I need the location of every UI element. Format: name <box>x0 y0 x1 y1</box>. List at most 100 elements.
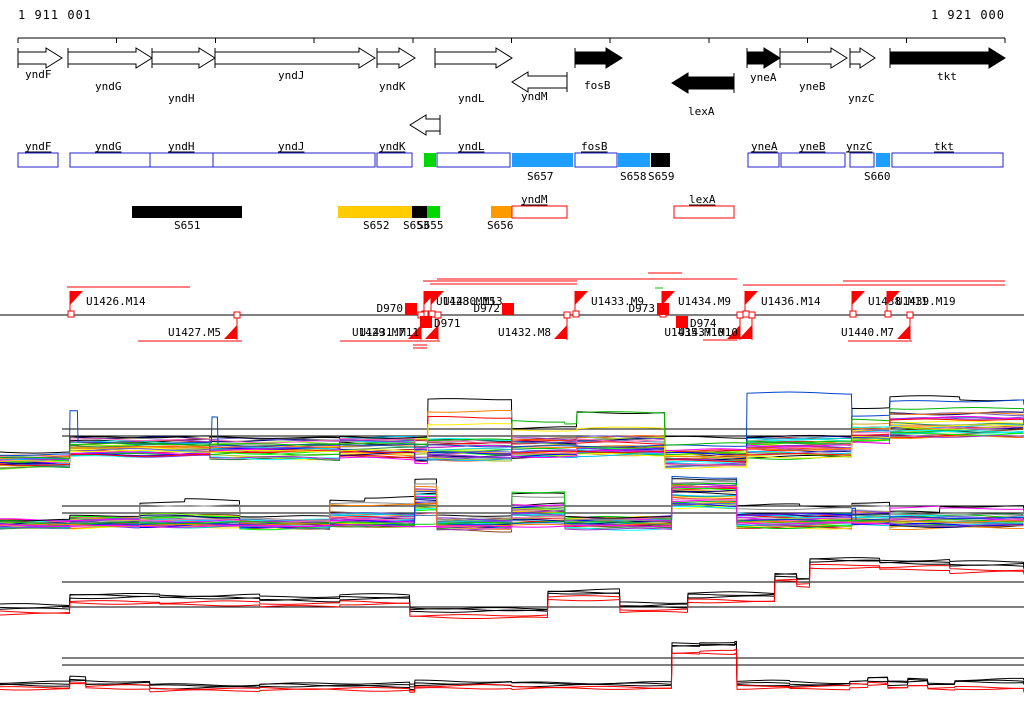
probe-anchor-U1439.M19 <box>884 310 892 318</box>
gene-box-yneA[interactable] <box>747 152 780 168</box>
marker-D973[interactable] <box>657 303 669 315</box>
map-label-yndG: yndG <box>95 140 122 153</box>
probe-flag-U1427.M5[interactable] <box>224 325 237 339</box>
expression-series <box>0 425 1024 467</box>
probe-label-U1430.M13: U1430.M13 <box>443 295 503 308</box>
segment-bar-S655[interactable] <box>427 206 440 218</box>
probe-flag-U1429.M7[interactable] <box>408 325 421 339</box>
gene-arrow-yndG[interactable] <box>67 47 153 69</box>
gene-arrow-label-yndG: yndG <box>95 80 122 93</box>
gene-box-tkt[interactable] <box>891 152 1004 168</box>
probe-flag-U1436.M14[interactable] <box>745 291 758 305</box>
marker-D972[interactable] <box>502 303 514 315</box>
gene-arrow-yndF[interactable] <box>17 47 63 69</box>
segment-bar-S653[interactable] <box>412 206 427 218</box>
expression-track-2 <box>0 476 1024 533</box>
marker-D974[interactable] <box>676 316 688 328</box>
gene-box-yndJ[interactable] <box>212 152 376 168</box>
gene-arrow-yndK[interactable] <box>376 47 416 69</box>
gene-box-yndK[interactable] <box>376 152 413 168</box>
probe-flag-U1437.M10[interactable] <box>739 325 752 339</box>
gene-arrow-unnamed-orf[interactable] <box>409 114 441 136</box>
gene-arrow-yndL[interactable] <box>434 47 513 69</box>
segment-bar-green-segment[interactable] <box>424 153 436 167</box>
probe-label-U1439.M19: U1439.M19 <box>896 295 956 308</box>
probe-label-U1427.M5: U1427.M5 <box>168 326 221 339</box>
probe-flag-U1438.M11[interactable] <box>852 291 865 305</box>
probe-flag-U1435.M10[interactable] <box>727 325 740 339</box>
gene-box-ynzC[interactable] <box>849 152 875 168</box>
marker-D970[interactable] <box>405 303 417 315</box>
segment-bar-S658[interactable] <box>618 153 650 167</box>
expression-series-highlight <box>0 423 1024 469</box>
gene-box-lexA[interactable] <box>673 205 735 219</box>
map-label-yndM: yndM <box>521 193 548 206</box>
gene-box-yndM[interactable] <box>511 205 568 219</box>
gene-arrow-label-yneB: yneB <box>799 80 826 93</box>
segment-bar-S660[interactable] <box>876 153 890 167</box>
segment-bar-S651[interactable] <box>132 206 242 218</box>
gene-box-fosB[interactable] <box>574 152 618 168</box>
expression-series-highlight <box>0 416 1024 466</box>
gene-box-yndH[interactable] <box>149 152 214 168</box>
expression-series-highlight <box>0 395 1024 454</box>
marker-label-D970: D970 <box>377 302 404 315</box>
gene-arrow-label-yndM: yndM <box>521 90 548 103</box>
gene-map-row: yndF yndG yndH yndJ yndK yndL S657 fosB S658 S659… <box>17 140 1004 183</box>
expression-series-highlight <box>0 482 1024 525</box>
probe-label-U1428.M15: U1428.M15 <box>436 295 496 308</box>
map-label-yndF: yndF <box>25 140 52 153</box>
map-label-fosB: fosB <box>581 140 608 153</box>
gene-arrow-fosB[interactable] <box>574 47 623 69</box>
marker-D971[interactable] <box>420 316 432 328</box>
gene-arrow-yndJ[interactable] <box>214 47 376 69</box>
gene-box-yndG[interactable] <box>69 152 151 168</box>
gene-arrow-lexA[interactable] <box>671 72 735 94</box>
gene-arrow-yndH[interactable] <box>151 47 216 69</box>
expression-track-4 <box>0 640 1024 693</box>
marker-label-D974: D974 <box>690 317 717 330</box>
map-label-lexA: lexA <box>689 193 716 206</box>
segment-bar-S656[interactable] <box>491 206 512 218</box>
probe-flag-U1440.M7[interactable] <box>897 325 910 339</box>
expression-series <box>0 566 1024 620</box>
probe-label-U1435.M10: U1435.M10 <box>664 326 724 339</box>
probe-anchor-U1432.M8 <box>563 311 571 319</box>
segment-bar-S652[interactable] <box>338 206 412 218</box>
gene-arrow-yneA[interactable] <box>746 47 781 69</box>
map-label-S652: S652 <box>363 219 390 232</box>
probe-label-U1437.M10: U1437.M10 <box>678 326 738 339</box>
gene-box-yneB[interactable] <box>780 152 846 168</box>
gene-arrow-yneB[interactable] <box>779 47 848 69</box>
probe-anchor-U1438.M11 <box>849 310 857 318</box>
gene-arrow-tkt[interactable] <box>889 47 1006 69</box>
gene-box-yndF[interactable] <box>17 152 59 168</box>
map-label-yndL: yndL <box>458 140 485 153</box>
gene-arrow-ynzC[interactable] <box>849 47 876 69</box>
probe-flag-U1433.M9[interactable] <box>575 291 588 305</box>
probe-flag-U1434.M9[interactable] <box>662 291 675 305</box>
gene-arrow-label-yneA: yneA <box>750 71 777 84</box>
gene-arrow-track: yndF yndG yndH yndJ yndK yndL yndM fosB lexA yneA… <box>17 47 1006 136</box>
map-label-S660: S660 <box>864 170 891 183</box>
probe-flag-U1439.M19[interactable] <box>887 291 900 305</box>
gene-arrow-label-yndF: yndF <box>25 68 52 81</box>
expression-series <box>0 557 1024 610</box>
gene-arrow-label-tkt: tkt <box>937 70 957 83</box>
expression-series <box>0 564 1024 617</box>
gene-box-yndL[interactable] <box>436 152 511 168</box>
probe-anchor-U1433.M9 <box>572 310 580 318</box>
gene-arrow-yndM[interactable] <box>511 71 568 93</box>
segment-bar-S657[interactable] <box>512 153 573 167</box>
probe-flag-U1426.M14[interactable] <box>70 291 83 305</box>
probe-flag-U1432.M8[interactable] <box>554 325 567 339</box>
map-label-S653: S653 <box>403 219 430 232</box>
expression-series <box>0 559 1024 613</box>
segment-bar-S659[interactable] <box>651 153 670 167</box>
probe-flag-U1431.M11[interactable] <box>425 325 438 339</box>
probe-flag-U1430.M13[interactable] <box>431 291 444 305</box>
probe-label-U1438.M11: U1438.M11 <box>868 295 928 308</box>
probe-label-U1429.M7: U1429.M7 <box>352 326 405 339</box>
